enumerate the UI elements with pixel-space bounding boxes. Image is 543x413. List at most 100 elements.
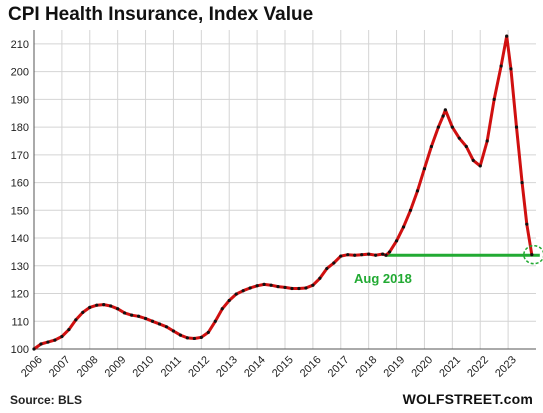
data-point bbox=[471, 158, 475, 162]
x-tick-label: 2011 bbox=[159, 354, 184, 379]
chart-title: CPI Health Insurance, Index Value bbox=[8, 4, 314, 25]
data-point bbox=[199, 335, 203, 339]
data-point bbox=[95, 303, 99, 307]
data-point bbox=[283, 285, 287, 290]
y-tick-label: 120 bbox=[11, 289, 29, 301]
data-point bbox=[525, 222, 529, 226]
x-tick-label: 2017 bbox=[326, 354, 352, 380]
data-point bbox=[367, 252, 371, 256]
data-point bbox=[346, 253, 350, 257]
data-point bbox=[387, 250, 392, 254]
y-tick-label: 150 bbox=[11, 205, 29, 217]
data-point bbox=[178, 333, 183, 337]
data-point bbox=[109, 304, 113, 308]
data-point bbox=[227, 298, 231, 303]
x-tick-label: 2022 bbox=[465, 354, 491, 380]
x-tick-label: 2008 bbox=[75, 354, 101, 380]
data-point bbox=[136, 314, 141, 318]
data-point bbox=[74, 318, 78, 322]
data-point bbox=[46, 340, 50, 344]
data-point bbox=[192, 336, 196, 341]
data-point bbox=[436, 125, 440, 129]
data-point bbox=[443, 108, 447, 112]
data-point bbox=[220, 307, 224, 311]
data-point bbox=[39, 342, 43, 346]
data-point bbox=[429, 144, 434, 149]
data-point bbox=[157, 322, 162, 326]
data-point bbox=[185, 336, 189, 340]
data-point bbox=[269, 283, 273, 287]
data-point bbox=[339, 254, 343, 258]
data-point bbox=[353, 253, 357, 257]
data-point bbox=[441, 114, 445, 118]
data-point bbox=[262, 282, 266, 286]
x-tick-label: 2015 bbox=[270, 354, 296, 380]
data-point bbox=[360, 253, 364, 257]
data-point bbox=[514, 125, 519, 129]
data-point bbox=[415, 189, 420, 193]
data-point bbox=[53, 338, 57, 342]
data-point bbox=[384, 253, 388, 257]
x-tick-label: 2018 bbox=[354, 354, 380, 380]
brand-logo-text: WOLFSTREET.com bbox=[402, 391, 533, 407]
data-point bbox=[325, 266, 329, 271]
data-point bbox=[492, 97, 496, 101]
y-tick-label: 170 bbox=[11, 150, 29, 162]
data-point bbox=[102, 303, 106, 307]
series-line bbox=[32, 34, 534, 351]
data-point bbox=[374, 253, 378, 257]
x-tick-label: 2021 bbox=[437, 354, 463, 380]
x-tick-label: 2006 bbox=[19, 354, 45, 380]
x-tick-label: 2016 bbox=[298, 354, 324, 380]
data-point bbox=[213, 319, 217, 323]
x-tick-label: 2012 bbox=[186, 354, 212, 380]
data-point bbox=[171, 329, 176, 333]
data-point bbox=[394, 239, 399, 243]
data-point bbox=[332, 261, 336, 265]
data-point bbox=[381, 252, 385, 256]
data-point bbox=[530, 253, 534, 257]
data-point bbox=[150, 319, 155, 323]
data-point bbox=[422, 167, 427, 171]
data-point bbox=[457, 136, 461, 140]
data-point bbox=[67, 327, 71, 332]
data-point bbox=[255, 284, 259, 288]
data-point bbox=[60, 334, 64, 339]
data-point bbox=[485, 139, 489, 143]
data-point bbox=[408, 208, 413, 212]
data-point bbox=[116, 307, 120, 311]
x-tick-label: 2009 bbox=[103, 354, 129, 380]
data-point bbox=[248, 286, 252, 290]
y-tick-label: 110 bbox=[11, 316, 29, 328]
data-point bbox=[304, 286, 308, 290]
x-tick-label: 2020 bbox=[409, 354, 435, 380]
data-point bbox=[123, 311, 127, 315]
source-note: Source: BLS bbox=[10, 393, 83, 407]
y-tick-label: 180 bbox=[11, 122, 29, 134]
x-tick-label: 2014 bbox=[242, 354, 268, 380]
data-point bbox=[130, 313, 134, 317]
data-point bbox=[499, 64, 503, 68]
data-point bbox=[81, 310, 85, 314]
data-point bbox=[206, 330, 210, 334]
data-point bbox=[290, 286, 294, 291]
data-point bbox=[143, 316, 148, 321]
x-tick-label: 2007 bbox=[47, 354, 73, 380]
data-point bbox=[401, 225, 406, 229]
data-point bbox=[509, 67, 513, 71]
annotation-label: Aug 2018 bbox=[354, 271, 412, 286]
data-point bbox=[276, 284, 280, 289]
data-point bbox=[241, 289, 245, 293]
data-point bbox=[464, 144, 468, 149]
x-tick-label: 2013 bbox=[214, 354, 240, 380]
y-tick-label: 210 bbox=[11, 39, 29, 51]
data-point bbox=[478, 164, 482, 168]
data-point bbox=[32, 347, 36, 351]
y-tick-label: 140 bbox=[11, 233, 29, 245]
x-tick-label: 2010 bbox=[131, 354, 157, 380]
data-point bbox=[88, 305, 92, 309]
y-tick-label: 200 bbox=[11, 67, 29, 79]
x-tick-label: 2023 bbox=[493, 354, 519, 380]
